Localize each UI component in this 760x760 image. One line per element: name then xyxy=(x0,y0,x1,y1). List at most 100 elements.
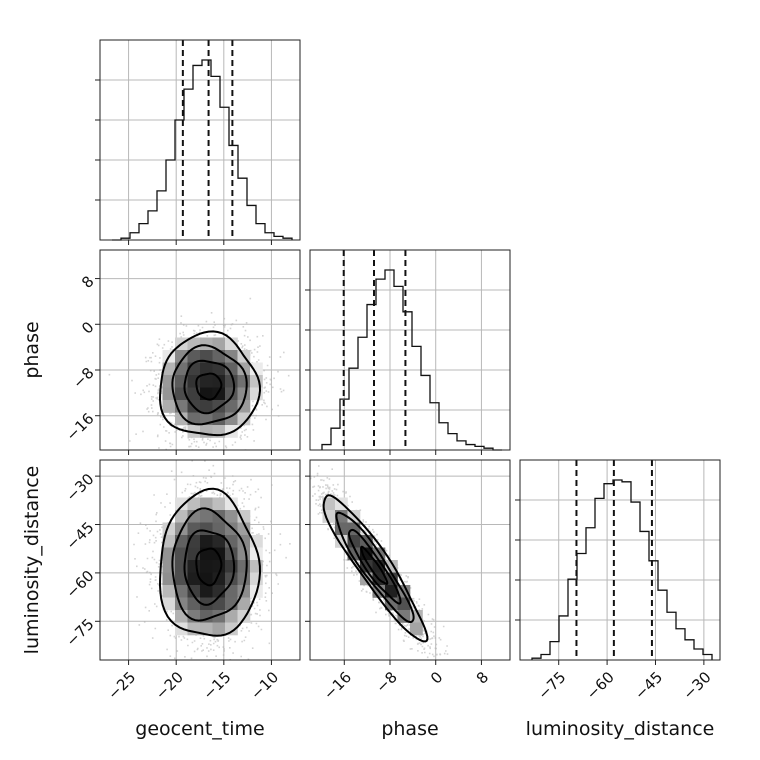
x-tick-label-luminosity_distance: −45 xyxy=(631,668,666,703)
density-cell-luminosity_distance_vs_geocent_time xyxy=(225,560,238,573)
y-tick-label-luminosity_distance: −75 xyxy=(62,615,97,650)
y-tick-label-luminosity_distance: −60 xyxy=(62,567,97,602)
density-cell-luminosity_distance_vs_geocent_time xyxy=(212,560,226,573)
x-tick-label-phase: −16 xyxy=(320,668,355,703)
density-cell-luminosity_distance_vs_phase xyxy=(397,610,411,623)
contour-luminosity_distance_vs_geocent_time xyxy=(183,529,236,606)
density-cell-phase_vs_geocent_time xyxy=(250,362,263,376)
density-cell-luminosity_distance_vs_phase xyxy=(322,497,336,511)
contour-luminosity_distance_vs_phase xyxy=(335,511,415,623)
y-axis-title-phase: phase xyxy=(21,321,43,378)
density-cell-phase_vs_geocent_time xyxy=(225,400,238,413)
panel-hist-phase xyxy=(305,249,511,455)
frame-hist-luminosity_distance xyxy=(519,459,721,661)
density-cell-phase_vs_geocent_time xyxy=(212,337,226,351)
density-cell-luminosity_distance_vs_geocent_time xyxy=(187,560,201,573)
density-cell-phase_vs_geocent_time xyxy=(200,350,213,363)
y-tick-label-luminosity_distance: −45 xyxy=(62,518,97,553)
panel-scatter-luminosity-distance-vs-geocent-time: −25 −20 −15 −10 −75 −60 −45 −30 xyxy=(62,459,301,703)
density-cell-luminosity_distance_vs_geocent_time xyxy=(237,510,251,523)
panel-content xyxy=(108,297,290,450)
density-cell-luminosity_distance_vs_geocent_time xyxy=(237,572,251,586)
contour-luminosity_distance_vs_phase xyxy=(360,545,389,585)
x-tick-label-phase: 0 xyxy=(427,668,446,687)
density-cell-luminosity_distance_vs_geocent_time xyxy=(212,535,226,548)
density-cell-luminosity_distance_vs_geocent_time xyxy=(212,497,226,511)
histogram-geocent_time xyxy=(112,59,293,241)
density-cell-phase_vs_geocent_time xyxy=(237,412,251,426)
y-tick-label-phase: −16 xyxy=(62,410,97,445)
y-tick-label-luminosity_distance: −30 xyxy=(62,470,97,505)
density-cell-phase_vs_geocent_time xyxy=(200,362,213,376)
x-tick-label-phase: 8 xyxy=(473,668,492,687)
density-cell-luminosity_distance_vs_geocent_time xyxy=(175,610,188,623)
x-tick-label-luminosity_distance: −30 xyxy=(680,668,715,703)
density-cell-luminosity_distance_vs_geocent_time xyxy=(225,535,238,548)
density-cell-luminosity_distance_vs_geocent_time xyxy=(237,547,251,561)
density-cell-luminosity_distance_vs_geocent_time xyxy=(225,497,238,511)
x-axis-title-geocent-time: geocent_time xyxy=(135,718,264,740)
density-cell-phase_vs_geocent_time xyxy=(175,412,188,426)
density-cell-phase_vs_geocent_time xyxy=(225,350,238,363)
frame-phase_vs_geocent_time xyxy=(99,249,301,451)
density-cell-luminosity_distance_vs_geocent_time xyxy=(250,535,263,548)
y-tick-label-phase: 8 xyxy=(78,272,97,291)
density-cell-luminosity_distance_vs_geocent_time xyxy=(225,610,238,623)
density-cell-phase_vs_geocent_time xyxy=(225,362,238,376)
density-cell-luminosity_distance_vs_geocent_time xyxy=(175,497,188,511)
density-cell-luminosity_distance_vs_geocent_time xyxy=(200,535,213,548)
contour-luminosity_distance_vs_phase xyxy=(322,494,429,643)
density-cell-phase_vs_geocent_time xyxy=(162,362,176,376)
density-cell-phase_vs_geocent_time xyxy=(200,337,213,351)
density-cell-luminosity_distance_vs_geocent_time xyxy=(175,585,188,598)
histogram-luminosity_distance xyxy=(531,479,713,660)
density-cell-luminosity_distance_vs_geocent_time xyxy=(187,510,201,523)
density-cell-luminosity_distance_vs_phase xyxy=(347,547,361,561)
x-tick-label-luminosity_distance: −60 xyxy=(583,668,618,703)
density-cell-luminosity_distance_vs_geocent_time xyxy=(212,522,226,536)
density-cell-phase_vs_geocent_time xyxy=(225,337,238,351)
contour-luminosity_distance_vs_geocent_time xyxy=(171,507,248,622)
frame-luminosity_distance_vs_geocent_time xyxy=(99,459,301,661)
x-axis-title-phase: phase xyxy=(381,718,438,740)
density-cell-phase_vs_geocent_time xyxy=(237,375,251,388)
density-cell-luminosity_distance_vs_geocent_time xyxy=(187,597,201,611)
density-cell-luminosity_distance_vs_geocent_time xyxy=(250,572,263,586)
density-cell-luminosity_distance_vs_geocent_time xyxy=(237,522,251,536)
histogram-phase xyxy=(321,269,502,451)
x-axis-title-luminosity-distance: luminosity_distance xyxy=(526,718,715,740)
density-cell-luminosity_distance_vs_geocent_time xyxy=(200,560,213,573)
x-tick-label-phase: −8 xyxy=(372,668,400,696)
density-cell-phase_vs_geocent_time xyxy=(162,400,176,413)
density-cell-luminosity_distance_vs_geocent_time xyxy=(162,535,176,548)
frame-hist-geocent_time xyxy=(99,39,301,241)
density-cell-luminosity_distance_vs_geocent_time xyxy=(162,597,176,611)
density-cell-luminosity_distance_vs_geocent_time xyxy=(175,510,188,523)
density-cell-luminosity_distance_vs_geocent_time xyxy=(162,585,176,598)
contour-phase_vs_geocent_time xyxy=(171,344,248,426)
y-tick-label-phase: 0 xyxy=(78,318,97,337)
density-cell-phase_vs_geocent_time xyxy=(212,412,226,426)
density-cell-luminosity_distance_vs_geocent_time xyxy=(175,560,188,573)
density-cell-phase_vs_geocent_time xyxy=(200,400,213,413)
density-cell-luminosity_distance_vs_geocent_time xyxy=(200,510,213,523)
density-cell-luminosity_distance_vs_phase xyxy=(410,622,423,636)
panel-hist-geocent-time xyxy=(95,39,301,245)
density-cell-luminosity_distance_vs_geocent_time xyxy=(225,572,238,586)
contour-phase_vs_geocent_time xyxy=(195,372,223,401)
x-tick-label-geocent_time: −25 xyxy=(104,668,139,703)
contour-luminosity_distance_vs_geocent_time xyxy=(158,487,262,637)
density-cell-phase_vs_geocent_time xyxy=(200,375,213,388)
density-cell-phase_vs_geocent_time xyxy=(212,350,226,363)
frame-hist-phase xyxy=(309,249,511,451)
density-cell-luminosity_distance_vs_geocent_time xyxy=(200,622,213,636)
y-axis-title-luminosity-distance: luminosity_distance xyxy=(21,466,43,655)
density-cell-luminosity_distance_vs_geocent_time xyxy=(237,597,251,611)
density-cell-luminosity_distance_vs_geocent_time xyxy=(237,560,251,573)
density-cell-phase_vs_geocent_time xyxy=(175,350,188,363)
panel-content xyxy=(133,460,291,660)
panel-content xyxy=(310,465,449,659)
density-cell-luminosity_distance_vs_geocent_time xyxy=(187,572,201,586)
density-cell-luminosity_distance_vs_geocent_time xyxy=(250,547,263,561)
